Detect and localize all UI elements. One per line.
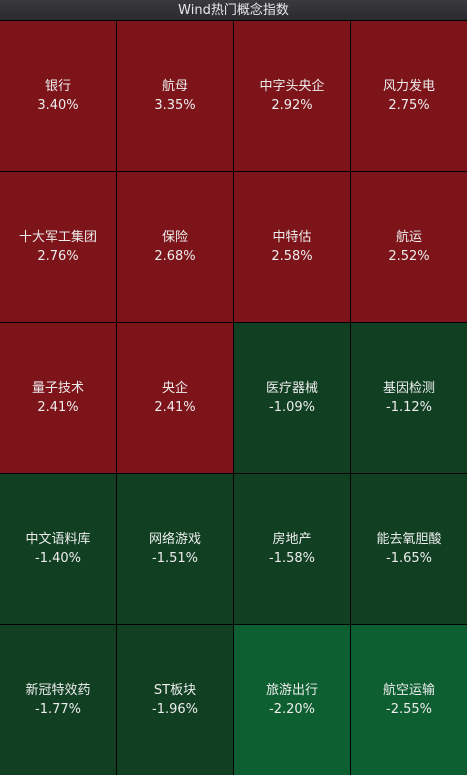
concept-tile[interactable]: 能去氧胆酸 -1.65% — [351, 474, 467, 624]
concept-tile[interactable]: 旅游出行 -2.20% — [234, 625, 350, 775]
concept-name: 医疗器械 — [265, 381, 318, 396]
concept-change: -1.65% — [386, 551, 432, 566]
concept-name: 风力发电 — [382, 79, 435, 94]
concept-name: 央企 — [161, 381, 188, 396]
concept-tile[interactable]: 网络游戏 -1.51% — [117, 474, 233, 624]
concept-name: 十大军工集团 — [18, 230, 97, 245]
concept-tile[interactable]: 新冠特效药 -1.77% — [0, 625, 116, 775]
concept-tile[interactable]: 医疗器械 -1.09% — [234, 323, 350, 473]
concept-change: 2.75% — [388, 98, 430, 113]
concept-tile[interactable]: 保险 2.68% — [117, 172, 233, 322]
concept-change: 3.40% — [37, 98, 79, 113]
concept-change: -1.96% — [152, 702, 198, 717]
concept-change: 2.68% — [154, 249, 196, 264]
concept-name: 房地产 — [272, 532, 312, 547]
concept-change: -1.51% — [152, 551, 198, 566]
concept-change: -2.55% — [386, 702, 432, 717]
concept-change: -2.20% — [269, 702, 315, 717]
concept-name: 航运 — [395, 230, 422, 245]
concept-name: 新冠特效药 — [25, 683, 91, 698]
concept-name: 航母 — [161, 79, 188, 94]
concept-change: -1.40% — [35, 551, 81, 566]
concept-change: 2.58% — [271, 249, 313, 264]
concept-change: 3.35% — [154, 98, 196, 113]
concept-change: 2.41% — [37, 400, 79, 415]
concept-change: -1.58% — [269, 551, 315, 566]
concept-tile[interactable]: 银行 3.40% — [0, 21, 116, 171]
panel-title: Wind热门概念指数 — [0, 0, 467, 21]
concept-tile[interactable]: 基因检测 -1.12% — [351, 323, 467, 473]
concept-change: 2.76% — [37, 249, 79, 264]
concept-tile[interactable]: ST板块 -1.96% — [117, 625, 233, 775]
concept-change: -1.12% — [386, 400, 432, 415]
concept-change: -1.09% — [269, 400, 315, 415]
concept-tile[interactable]: 十大军工集团 2.76% — [0, 172, 116, 322]
concept-tile[interactable]: 中特估 2.58% — [234, 172, 350, 322]
concept-tile[interactable]: 航母 3.35% — [117, 21, 233, 171]
concept-name: 保险 — [161, 230, 188, 245]
concept-name: 航空运输 — [382, 683, 435, 698]
concept-change: 2.41% — [154, 400, 196, 415]
concept-name: 中字头央企 — [259, 79, 325, 94]
concept-name: 能去氧胆酸 — [376, 532, 442, 547]
concept-change: 2.52% — [388, 249, 430, 264]
concept-name: ST板块 — [153, 683, 197, 698]
concept-change: 2.92% — [271, 98, 313, 113]
concept-name: 网络游戏 — [148, 532, 201, 547]
concept-tile[interactable]: 航空运输 -2.55% — [351, 625, 467, 775]
concept-tile[interactable]: 航运 2.52% — [351, 172, 467, 322]
concept-tile[interactable]: 房地产 -1.58% — [234, 474, 350, 624]
concept-name: 基因检测 — [382, 381, 435, 396]
concept-name: 量子技术 — [31, 381, 84, 396]
concept-name: 中文语料库 — [25, 532, 91, 547]
concept-name: 中特估 — [272, 230, 312, 245]
concept-tile[interactable]: 风力发电 2.75% — [351, 21, 467, 171]
concept-name: 旅游出行 — [265, 683, 318, 698]
concept-tile[interactable]: 量子技术 2.41% — [0, 323, 116, 473]
concept-name: 银行 — [44, 79, 71, 94]
concept-tile[interactable]: 央企 2.41% — [117, 323, 233, 473]
concept-tile[interactable]: 中文语料库 -1.40% — [0, 474, 116, 624]
heatmap-grid: 银行 3.40% 航母 3.35% 中字头央企 2.92% 风力发电 2.75% 十大军工集团 2… — [0, 21, 467, 775]
concept-tile[interactable]: 中字头央企 2.92% — [234, 21, 350, 171]
concept-change: -1.77% — [35, 702, 81, 717]
